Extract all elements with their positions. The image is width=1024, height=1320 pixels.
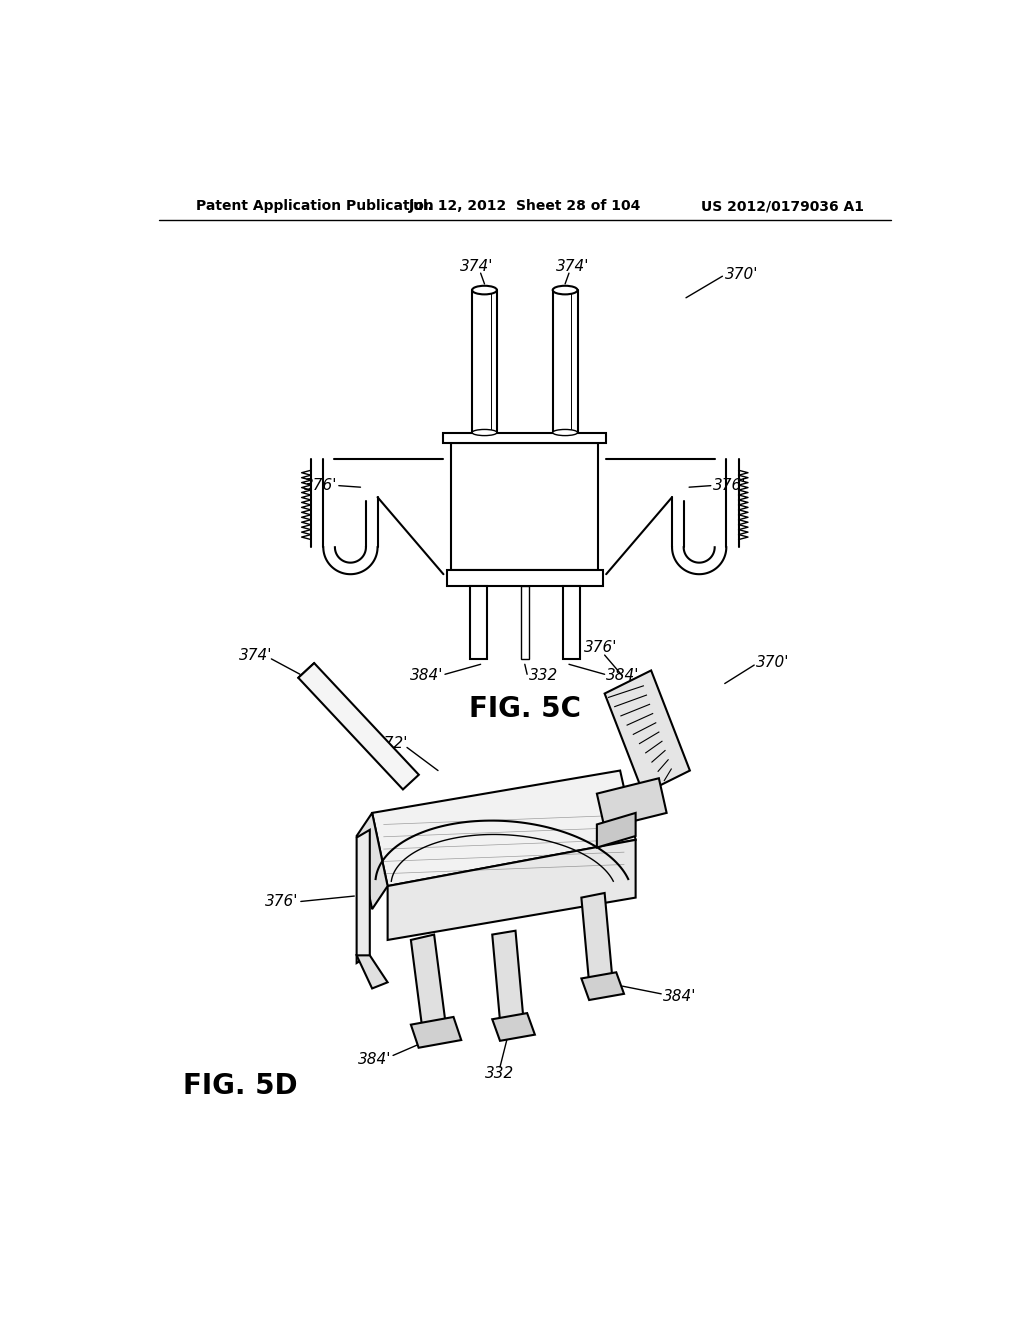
- Polygon shape: [597, 813, 636, 847]
- Text: FIG. 5D: FIG. 5D: [183, 1072, 298, 1101]
- Polygon shape: [597, 779, 667, 829]
- Polygon shape: [356, 813, 388, 909]
- Text: 332: 332: [485, 1065, 515, 1081]
- Text: FIG. 5C: FIG. 5C: [469, 694, 581, 723]
- Bar: [470, 586, 486, 659]
- Bar: [521, 586, 528, 659]
- Bar: [563, 586, 580, 659]
- Ellipse shape: [553, 429, 578, 436]
- Text: 374': 374': [556, 260, 590, 275]
- Text: 376': 376': [713, 478, 746, 494]
- Text: 384': 384': [358, 1052, 391, 1067]
- Text: 370': 370': [756, 655, 790, 671]
- Ellipse shape: [472, 429, 497, 436]
- Text: 372': 372': [375, 737, 409, 751]
- Polygon shape: [372, 771, 636, 886]
- Polygon shape: [356, 956, 388, 989]
- Text: 376': 376': [304, 478, 337, 494]
- Text: 376': 376': [265, 894, 299, 909]
- Bar: [452, 444, 598, 570]
- Text: 384': 384': [663, 989, 696, 1003]
- Text: 384': 384': [606, 668, 640, 684]
- Ellipse shape: [472, 285, 497, 294]
- Text: Patent Application Publication: Patent Application Publication: [197, 199, 434, 213]
- Polygon shape: [298, 663, 419, 789]
- Text: 332: 332: [528, 668, 558, 684]
- Polygon shape: [493, 931, 523, 1020]
- Polygon shape: [411, 1016, 461, 1048]
- Polygon shape: [604, 671, 690, 793]
- Text: 374': 374': [460, 260, 494, 275]
- Polygon shape: [493, 1014, 535, 1040]
- Bar: [443, 433, 606, 444]
- Bar: [446, 570, 603, 586]
- Polygon shape: [356, 830, 370, 964]
- Polygon shape: [411, 935, 445, 1030]
- Polygon shape: [388, 840, 636, 940]
- Polygon shape: [582, 892, 612, 983]
- Polygon shape: [582, 973, 624, 1001]
- Text: 376': 376': [584, 640, 617, 655]
- Text: US 2012/0179036 A1: US 2012/0179036 A1: [701, 199, 864, 213]
- Ellipse shape: [553, 285, 578, 294]
- Text: Jul. 12, 2012  Sheet 28 of 104: Jul. 12, 2012 Sheet 28 of 104: [409, 199, 641, 213]
- Text: 384': 384': [410, 668, 443, 684]
- Text: 374': 374': [240, 648, 272, 663]
- Text: 370': 370': [725, 267, 758, 282]
